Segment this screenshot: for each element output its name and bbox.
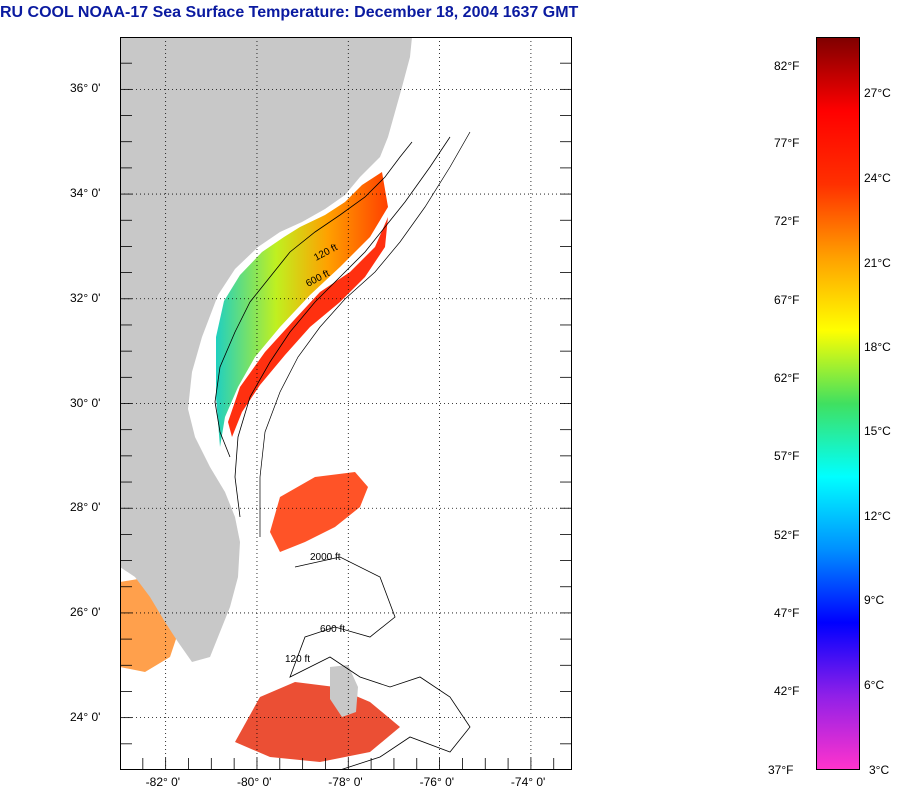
colorbar-c-label: 6°C bbox=[864, 678, 885, 692]
colorbar-f-label: 52°F bbox=[774, 528, 800, 542]
sst-bahamas-patch bbox=[235, 682, 400, 762]
colorbar-f-label: 42°F bbox=[774, 684, 800, 698]
colorbar-c-label: 12°C bbox=[864, 509, 891, 523]
sst-map-canvas[interactable]: 120 ft 600 ft 2000 ft 600 ft 120 ft bbox=[120, 37, 572, 770]
contour-2000ft bbox=[259, 131, 471, 537]
colorbar-f-label: 77°F bbox=[774, 136, 800, 150]
colorbar-c-label: 15°C bbox=[864, 424, 891, 438]
colorbar-c-label: 24°C bbox=[864, 171, 891, 185]
lat-tick-label: 30° 0' bbox=[70, 395, 101, 410]
colorbar-f-label: 72°F bbox=[774, 214, 800, 228]
lon-tick-label: -76° 0' bbox=[419, 775, 455, 789]
colorbar-f-label: 37°F bbox=[768, 763, 794, 777]
colorbar-c-label: 18°C bbox=[864, 340, 891, 354]
colorbar-c-label: 27°C bbox=[864, 86, 891, 100]
contour-120ft bbox=[214, 141, 413, 458]
land-mainland bbox=[120, 37, 412, 662]
contour-600ft bbox=[234, 136, 451, 518]
colorbar-c-label: 3°C bbox=[869, 763, 890, 777]
lat-tick-label: 24° 0' bbox=[70, 709, 101, 724]
colorbar-f-label: 62°F bbox=[774, 371, 800, 385]
temperature-colorbar bbox=[816, 37, 860, 770]
colorbar-gradient bbox=[817, 38, 859, 769]
sst-nearshore-band bbox=[216, 172, 388, 447]
lat-tick-label: 28° 0' bbox=[70, 500, 101, 515]
lon-tick-label: -80° 0' bbox=[236, 775, 272, 789]
colorbar-f-label: 57°F bbox=[774, 449, 800, 463]
contour-label-2000: 2000 ft bbox=[310, 552, 341, 563]
lat-tick-label: 26° 0' bbox=[70, 604, 101, 619]
contour-label-600-b: 600 ft bbox=[320, 624, 345, 635]
lat-tick-label: 34° 0' bbox=[70, 186, 101, 201]
colorbar-f-label: 47°F bbox=[774, 606, 800, 620]
lat-tick-label: 32° 0' bbox=[70, 290, 101, 305]
colorbar-f-label: 67°F bbox=[774, 293, 800, 307]
map-title: RU COOL NOAA-17 Sea Surface Temperature:… bbox=[0, 4, 579, 21]
contour-bahamas bbox=[289, 556, 471, 770]
sst-map[interactable]: 120 ft 600 ft 2000 ft 600 ft 120 ft bbox=[120, 37, 572, 770]
contour-label-120-b: 120 ft bbox=[285, 654, 310, 665]
sst-gulf-stream bbox=[228, 217, 388, 437]
map-border bbox=[120, 37, 572, 770]
colorbar-f-label: 82°F bbox=[774, 59, 800, 73]
lat-tick-label: 36° 0' bbox=[70, 81, 101, 96]
lon-tick-label: -78° 0' bbox=[328, 775, 363, 789]
land-andros bbox=[330, 665, 358, 717]
colorbar-c-label: 9°C bbox=[864, 593, 885, 607]
grid-lines bbox=[120, 37, 572, 770]
lon-tick-label: -82° 0' bbox=[145, 775, 181, 789]
sst-offshore-patch bbox=[270, 472, 368, 552]
colorbar-c-label: 21°C bbox=[864, 256, 891, 270]
lon-tick-label: -74° 0' bbox=[510, 775, 546, 789]
